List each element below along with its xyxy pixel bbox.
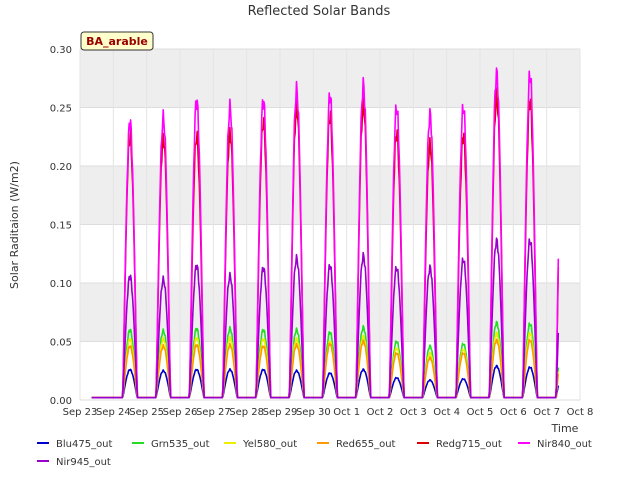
legend-label: Nir945_out bbox=[56, 457, 111, 468]
x-tick-label: Oct 3 bbox=[400, 407, 427, 418]
legend-label: Blu475_out bbox=[56, 439, 113, 450]
x-tick-label: Oct 6 bbox=[500, 407, 527, 418]
y-tick-label: 0.30 bbox=[50, 45, 72, 56]
y-tick-label: 0.00 bbox=[50, 396, 72, 407]
legend-label: Yel580_out bbox=[242, 439, 297, 450]
y-tick-label: 0.20 bbox=[50, 162, 72, 173]
legend-label: Grn535_out bbox=[151, 439, 210, 450]
y-tick-label: 0.25 bbox=[50, 104, 72, 115]
grid-bands bbox=[80, 49, 580, 342]
x-tick-label: Oct 7 bbox=[533, 407, 560, 418]
y-tick-label: 0.05 bbox=[50, 338, 72, 349]
x-tick-label: Oct 5 bbox=[467, 407, 494, 418]
grid-band bbox=[80, 166, 580, 225]
x-tick-label: Oct 2 bbox=[367, 407, 394, 418]
y-axis-label: Solar Raditaion (W/m2) bbox=[8, 161, 21, 289]
x-tick-label: Sep 30 bbox=[296, 407, 331, 418]
x-tick-label: Sep 29 bbox=[263, 407, 298, 418]
legend-label: Nir840_out bbox=[537, 439, 592, 450]
legend-label: Redg715_out bbox=[436, 439, 502, 450]
x-tick-label: Oct 1 bbox=[333, 407, 360, 418]
y-tick-label: 0.15 bbox=[50, 221, 72, 232]
legend-label: Red655_out bbox=[336, 439, 396, 450]
x-tick-label: Oct 4 bbox=[433, 407, 460, 418]
x-tick-label: Sep 27 bbox=[196, 407, 231, 418]
series-line-Nir945_out bbox=[91, 237, 560, 399]
y-axis: 0.00 0.05 0.10 0.15 0.20 0.25 0.30 bbox=[50, 45, 72, 407]
chart-title: Reflected Solar Bands bbox=[248, 4, 391, 19]
x-tick-label: Sep 24 bbox=[96, 407, 131, 418]
x-axis-label: Time bbox=[551, 422, 579, 435]
x-tick-label: Sep 28 bbox=[229, 407, 264, 418]
x-tick-label: Sep 25 bbox=[129, 407, 164, 418]
legend: Blu475_out Grn535_out Yel580_out Red655_out… bbox=[37, 439, 592, 468]
x-tick-label: Sep 23 bbox=[63, 407, 98, 418]
x-tick-label: Oct 8 bbox=[567, 407, 594, 418]
x-tick-label: Sep 26 bbox=[163, 407, 198, 418]
y-tick-label: 0.10 bbox=[50, 279, 72, 290]
badge: BA_arable bbox=[80, 31, 154, 51]
badge-label: BA_arable bbox=[86, 35, 148, 48]
series-layer bbox=[91, 67, 560, 399]
